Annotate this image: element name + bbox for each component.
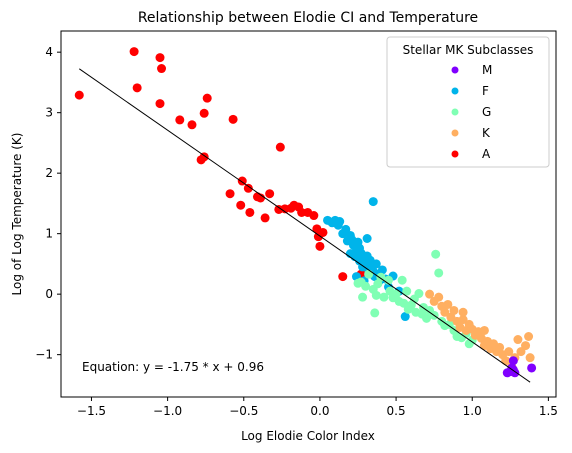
y-tick-label: 3 xyxy=(45,106,53,120)
point-K-31 xyxy=(524,332,534,342)
fit-line xyxy=(78,68,531,383)
y-axis-label: Log of Log Temperature (K) xyxy=(10,133,24,296)
point-F-36 xyxy=(362,234,372,244)
point-G-39 xyxy=(431,249,441,259)
x-axis: −1.5 −1.0 −0.5 0.0 0.5 1.0 1.5 xyxy=(77,397,558,418)
point-A-21 xyxy=(265,189,275,199)
point-A-2 xyxy=(132,83,142,93)
point-G-9 xyxy=(379,292,389,302)
legend-marker-A xyxy=(451,150,459,158)
legend-label-G: G xyxy=(482,105,491,119)
y-tick-label: 2 xyxy=(45,166,53,180)
point-A-1 xyxy=(129,47,139,57)
point-G-28 xyxy=(434,268,444,278)
point-A-23 xyxy=(275,142,285,152)
data-points xyxy=(74,47,537,378)
legend-marker-F xyxy=(451,87,459,95)
point-M-6 xyxy=(527,363,537,373)
y-axis: −1 0 1 2 3 4 xyxy=(35,45,61,362)
chart-title: Relationship between Elodie CI and Tempe… xyxy=(138,10,478,26)
point-A-19 xyxy=(256,193,266,203)
point-G-25 xyxy=(422,313,432,323)
point-A-30 xyxy=(309,211,319,221)
point-K-25 xyxy=(504,347,514,357)
x-tick-label: 1.0 xyxy=(463,404,482,418)
point-K-4 xyxy=(440,307,450,317)
x-tick-label: 0.0 xyxy=(310,404,329,418)
x-axis-label: Log Elodie Color Index xyxy=(241,429,375,443)
point-G-13 xyxy=(391,289,401,299)
y-tick-label: 1 xyxy=(45,227,53,241)
point-A-11 xyxy=(202,93,212,103)
point-A-14 xyxy=(236,200,246,210)
point-A-3 xyxy=(155,53,165,63)
point-A-16 xyxy=(243,183,253,193)
point-A-12 xyxy=(228,114,238,124)
point-K-5 xyxy=(443,299,453,309)
point-K-7 xyxy=(449,305,459,315)
point-A-0 xyxy=(74,90,84,100)
point-A-17 xyxy=(245,207,255,217)
legend-label-M: M xyxy=(482,63,492,77)
point-G-15 xyxy=(397,275,407,285)
legend-label-A: A xyxy=(482,147,491,161)
point-A-34 xyxy=(315,241,325,251)
point-G-2 xyxy=(358,292,368,302)
point-K-32 xyxy=(525,353,535,363)
legend-marker-K xyxy=(451,129,459,137)
point-K-30 xyxy=(521,341,531,351)
legend-marker-G xyxy=(451,108,459,116)
point-K-10 xyxy=(458,315,468,325)
point-A-4 xyxy=(157,64,167,74)
legend-label-K: K xyxy=(482,126,491,140)
point-M-3 xyxy=(508,356,518,366)
x-tick-label: 1.5 xyxy=(539,404,558,418)
point-F-29 xyxy=(377,265,387,275)
point-A-5 xyxy=(155,99,165,109)
y-tick-label: 0 xyxy=(45,287,53,301)
y-tick-label: −1 xyxy=(35,348,53,362)
x-tick-label: −1.5 xyxy=(77,404,106,418)
point-A-6 xyxy=(175,115,185,125)
x-tick-label: −1.0 xyxy=(153,404,182,418)
point-F-34 xyxy=(400,312,410,322)
point-K-28 xyxy=(513,335,523,345)
point-K-24 xyxy=(501,356,511,366)
point-K-22 xyxy=(495,342,505,352)
point-K-0 xyxy=(425,289,435,299)
point-K-33 xyxy=(479,325,489,335)
point-K-2 xyxy=(434,292,444,302)
point-K-34 xyxy=(458,307,468,317)
point-A-35 xyxy=(338,272,348,282)
point-F-26 xyxy=(371,259,381,269)
point-A-33 xyxy=(318,227,328,237)
regression-line xyxy=(78,68,531,383)
point-G-17 xyxy=(402,286,412,296)
point-G-6 xyxy=(371,290,381,300)
point-A-7 xyxy=(187,120,197,130)
equation-annotation: Equation: y = -1.75 * x + 0.96 xyxy=(82,360,264,374)
point-A-13 xyxy=(225,189,235,199)
point-G-38 xyxy=(370,308,380,318)
y-tick-label: 4 xyxy=(45,45,53,59)
plot-area xyxy=(60,30,557,398)
point-G-22 xyxy=(414,289,424,299)
point-G-3 xyxy=(361,281,371,291)
point-F-35 xyxy=(368,197,378,207)
point-F-4 xyxy=(335,217,345,227)
point-A-10 xyxy=(199,108,209,118)
legend-box xyxy=(386,36,550,168)
x-tick-label: 0.5 xyxy=(387,404,406,418)
point-G-4 xyxy=(364,269,374,279)
legend-title: Stellar MK Subclasses xyxy=(403,43,534,57)
x-tick-label: −0.5 xyxy=(229,404,258,418)
point-A-20 xyxy=(260,213,270,223)
legend-label-F: F xyxy=(482,84,489,98)
legend-marker-M xyxy=(451,66,459,74)
